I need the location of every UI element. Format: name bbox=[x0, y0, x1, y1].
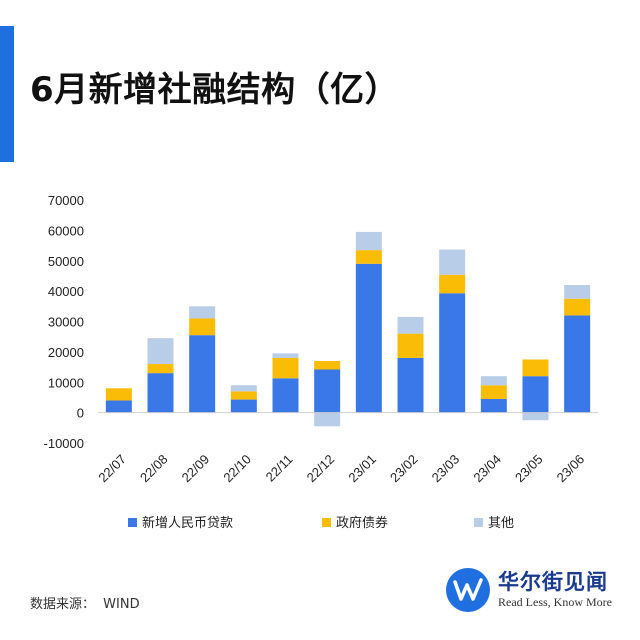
y-tick-label: 0 bbox=[77, 406, 84, 421]
bar-segment bbox=[272, 378, 299, 413]
y-tick-label: 30000 bbox=[48, 315, 84, 330]
y-tick-label: 40000 bbox=[48, 284, 84, 299]
x-tick-label: 23/06 bbox=[554, 452, 588, 486]
bar-segment bbox=[105, 388, 132, 401]
bar-segment bbox=[397, 333, 424, 358]
bar-segment bbox=[522, 412, 549, 421]
bar-segment bbox=[147, 364, 174, 374]
data-source-value: WIND bbox=[103, 597, 140, 612]
legend-label: 新增人民币贷款 bbox=[142, 515, 233, 531]
x-tick-label: 22/12 bbox=[304, 452, 338, 486]
bar-segment bbox=[230, 391, 257, 400]
y-axis: -10000 0 10000 20000 30000 40000 50000 60000 700… bbox=[44, 193, 84, 451]
stacked-bar-chart: -10000 0 10000 20000 30000 40000 50000 60000 700… bbox=[44, 193, 598, 531]
bar-segment bbox=[439, 274, 466, 294]
bar-segment bbox=[189, 318, 216, 336]
y-tick-label: 60000 bbox=[48, 223, 84, 238]
data-source-label: 数据来源： bbox=[30, 597, 96, 612]
bar-segment bbox=[189, 335, 216, 413]
x-tick-label: 23/03 bbox=[429, 452, 463, 486]
bar-segment bbox=[564, 285, 591, 299]
x-tick-label: 22/09 bbox=[179, 452, 213, 486]
x-tick-label: 22/10 bbox=[220, 452, 254, 486]
bar-segment bbox=[480, 385, 507, 399]
bar-segment bbox=[147, 338, 174, 365]
bar-segment bbox=[314, 360, 341, 370]
legend-label: 政府债券 bbox=[336, 515, 388, 531]
bar-segment bbox=[355, 250, 382, 264]
bar-segment bbox=[480, 398, 507, 413]
bar-segment bbox=[105, 400, 132, 413]
x-tick-label: 22/07 bbox=[95, 452, 129, 486]
brand-name: 华尔街见闻 bbox=[498, 570, 609, 594]
bar-segment bbox=[230, 399, 257, 413]
title-accent-bar bbox=[0, 26, 14, 162]
bar-segment bbox=[147, 373, 174, 413]
x-tick-label: 22/08 bbox=[137, 452, 171, 486]
x-tick-label: 23/05 bbox=[512, 452, 546, 486]
y-tick-label: -10000 bbox=[44, 436, 84, 451]
bar-segment bbox=[439, 249, 466, 275]
bar-segment bbox=[522, 376, 549, 413]
bar-segment bbox=[397, 316, 424, 334]
x-tick-label: 23/04 bbox=[470, 452, 504, 486]
y-tick-label: 10000 bbox=[48, 375, 84, 390]
page-title: 6月新增社融结构（亿） bbox=[30, 70, 400, 110]
x-tick-label: 23/02 bbox=[387, 452, 421, 486]
brand: 华尔街见闻 Read Less, Know More bbox=[446, 568, 612, 612]
legend: 新增人民币贷款 政府债券 其他 bbox=[128, 515, 514, 531]
brand-slogan: Read Less, Know More bbox=[498, 595, 612, 609]
bar-segment bbox=[314, 412, 341, 427]
bar-segment bbox=[355, 231, 382, 251]
bar-segment bbox=[564, 315, 591, 413]
bar-segment bbox=[480, 376, 507, 386]
x-tick-label: 22/11 bbox=[263, 452, 296, 485]
brand-logo-icon bbox=[446, 568, 491, 612]
legend-swatch bbox=[128, 518, 137, 527]
bar-segment bbox=[397, 357, 424, 413]
legend-label: 其他 bbox=[488, 516, 514, 531]
bar-segment bbox=[439, 293, 466, 413]
x-axis: 22/07 22/08 22/09 22/10 22/11 22/12 23/01 23/02… bbox=[95, 452, 587, 486]
y-tick-label: 20000 bbox=[48, 345, 84, 360]
y-tick-label: 70000 bbox=[48, 193, 84, 208]
bars bbox=[105, 231, 591, 427]
legend-swatch bbox=[322, 518, 331, 527]
bar-segment bbox=[272, 357, 299, 379]
bar-segment bbox=[355, 263, 382, 413]
bar-segment bbox=[522, 359, 549, 377]
bar-segment bbox=[230, 385, 257, 392]
bar-segment bbox=[272, 353, 299, 358]
data-source: 数据来源： WIND bbox=[30, 593, 144, 612]
bar-segment bbox=[189, 306, 216, 319]
y-tick-label: 50000 bbox=[48, 254, 84, 269]
legend-swatch bbox=[474, 518, 483, 527]
x-tick-label: 23/01 bbox=[345, 452, 379, 486]
bar-segment bbox=[314, 369, 341, 413]
bar-segment bbox=[564, 298, 591, 316]
